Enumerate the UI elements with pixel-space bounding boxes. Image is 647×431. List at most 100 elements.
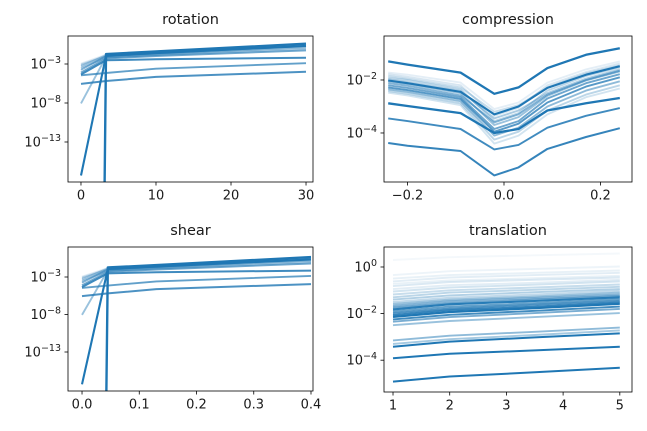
axes-frame: [67, 246, 314, 392]
data-line: [392, 276, 620, 288]
data-line: [392, 326, 620, 342]
y-tick-label: 10−3: [30, 55, 61, 73]
data-line: [388, 66, 621, 123]
data-line: [80, 46, 307, 104]
axes-frame: [67, 35, 314, 183]
data-line: [392, 299, 620, 315]
data-line: [81, 283, 312, 298]
data-line: [392, 269, 620, 280]
data-line: [105, 255, 312, 391]
data-line: [80, 49, 307, 74]
data-line: [388, 64, 621, 113]
y-tick-label: 10−4: [346, 351, 377, 369]
subplot-compression: −0.2 0.0 0.2 10−2 10−4: [346, 35, 633, 204]
data-line: [80, 56, 307, 76]
y-tick-label: 10−13: [24, 343, 61, 361]
x-tick-label: 0: [77, 189, 85, 204]
data-line: [392, 302, 620, 318]
data-line: [392, 291, 620, 305]
series-lines: [392, 252, 620, 383]
x-tick-label: 0.2: [590, 189, 611, 204]
data-line: [392, 252, 620, 261]
x-tick-label: 0.0: [494, 189, 515, 204]
data-line: [388, 73, 621, 130]
data-line: [388, 107, 621, 151]
subplot-title-shear: shear: [170, 223, 211, 239]
data-line: [392, 265, 620, 277]
data-line: [392, 285, 620, 299]
data-line: [80, 258, 312, 385]
data-line: [392, 283, 620, 296]
data-line: [392, 307, 620, 323]
data-line: [392, 293, 620, 307]
x-tick-label: 4: [559, 399, 567, 414]
y-tick-label: 10−2: [346, 305, 377, 323]
data-line: [392, 271, 620, 283]
data-line: [81, 262, 312, 287]
x-tick-label: 5: [616, 399, 624, 414]
x-tick-label: 0.1: [129, 398, 150, 413]
x-tick-label: 0.2: [186, 398, 207, 413]
data-line: [392, 296, 620, 311]
data-line: [388, 84, 621, 141]
subplot-translation: 1 2 3 4 5 100 10−2 10−4: [346, 246, 633, 414]
data-line: [81, 269, 312, 288]
data-line: [81, 259, 312, 316]
y-tick-label: 10−2: [346, 71, 377, 89]
y-tick-label: 10−3: [30, 268, 61, 286]
y-tick-label: 10−4: [346, 124, 377, 142]
subplot-title-compression: compression: [462, 12, 554, 28]
data-line: [80, 62, 307, 77]
x-tick-label: 0.4: [301, 398, 322, 413]
subplot-title-translation: translation: [469, 223, 547, 239]
x-tick-label: 1: [389, 399, 397, 414]
x-tick-label: 2: [446, 399, 454, 414]
data-line: [388, 62, 621, 117]
data-line: [388, 127, 621, 177]
subplot-rotation: 0 10 20 30 10−3 10−8 10−13: [24, 35, 315, 204]
x-tick-label: 10: [148, 189, 165, 204]
subplot-title-rotation: rotation: [162, 12, 219, 28]
data-line: [392, 312, 620, 327]
data-line: [392, 345, 620, 360]
y-tick-label: 10−13: [24, 133, 61, 151]
data-line: [388, 96, 620, 135]
data-line: [388, 76, 621, 133]
series-lines: [388, 47, 621, 177]
data-line: [388, 47, 621, 95]
data-line: [80, 70, 307, 85]
subplot-shear: 0.0 0.1 0.2 0.3 0.4 10−3 10−8 10−13: [24, 246, 322, 413]
y-tick-label: 10−8: [30, 94, 61, 112]
series-lines: [79, 42, 307, 182]
data-line: [392, 305, 620, 321]
data-line: [388, 87, 621, 145]
axes-frame: [383, 246, 633, 393]
data-line: [392, 278, 620, 291]
series-lines: [80, 255, 312, 391]
data-line: [392, 288, 620, 301]
data-line: [392, 280, 620, 293]
data-line: [392, 274, 620, 285]
data-line: [388, 69, 621, 124]
axes-frame: [383, 35, 633, 183]
data-line: [81, 274, 312, 289]
y-tick-label: 100: [354, 258, 377, 276]
x-tick-label: 3: [502, 399, 510, 414]
x-tick-label: 0.3: [243, 398, 264, 413]
data-line: [79, 44, 307, 176]
x-tick-label: 20: [223, 189, 240, 204]
data-line: [103, 42, 307, 182]
data-line: [392, 329, 620, 345]
data-line: [392, 298, 620, 313]
y-tick-label: 10−8: [30, 306, 61, 324]
data-line: [392, 301, 620, 316]
data-line: [392, 366, 620, 383]
data-line: [388, 65, 621, 116]
x-tick-label: 30: [298, 189, 315, 204]
x-tick-label: 0.0: [72, 398, 93, 413]
data-line: [392, 295, 620, 309]
data-line: [392, 289, 620, 303]
data-line: [388, 60, 621, 111]
